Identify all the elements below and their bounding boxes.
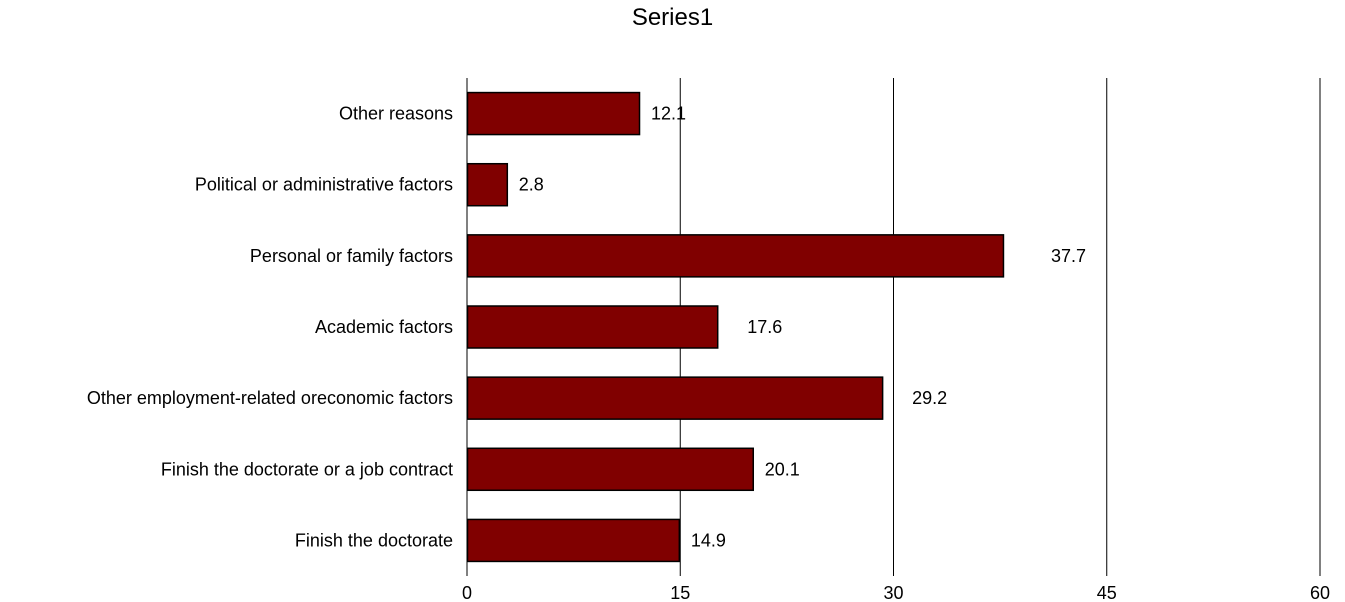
category-label-5: Political or administrative factors [195,175,453,195]
bar-2 [466,376,884,420]
data-label-3: 17.6 [747,317,782,337]
data-label-5: 2.8 [519,175,544,195]
x-tick-label-30: 30 [883,583,903,602]
bar-6 [466,91,641,136]
data-label-0: 14.9 [691,530,726,550]
bar-4 [466,234,1005,278]
category-label-2: Other employment-related oreconomic fact… [87,388,453,408]
data-label-4: 37.7 [1051,246,1086,266]
category-label-3: Academic factors [315,317,453,337]
x-tick-label-45: 45 [1097,583,1117,602]
category-label-1: Finish the doctorate or a job contract [161,459,453,479]
x-tick-label-0: 0 [462,583,472,602]
x-tick-label-15: 15 [670,583,690,602]
bar-1 [466,447,755,492]
category-label-4: Personal or family factors [250,246,453,266]
data-label-6: 12.1 [651,104,686,124]
x-tick-label-60: 60 [1310,583,1330,602]
chart-title: Series1 [631,4,714,31]
data-label-2: 29.2 [912,388,947,408]
data-label-1: 20.1 [765,459,800,479]
category-label-0: Finish the doctorate [295,530,453,550]
bar-3 [466,305,719,349]
bar-0 [466,518,681,563]
category-label-6: Other reasons [339,104,453,124]
bar-5 [466,162,509,207]
